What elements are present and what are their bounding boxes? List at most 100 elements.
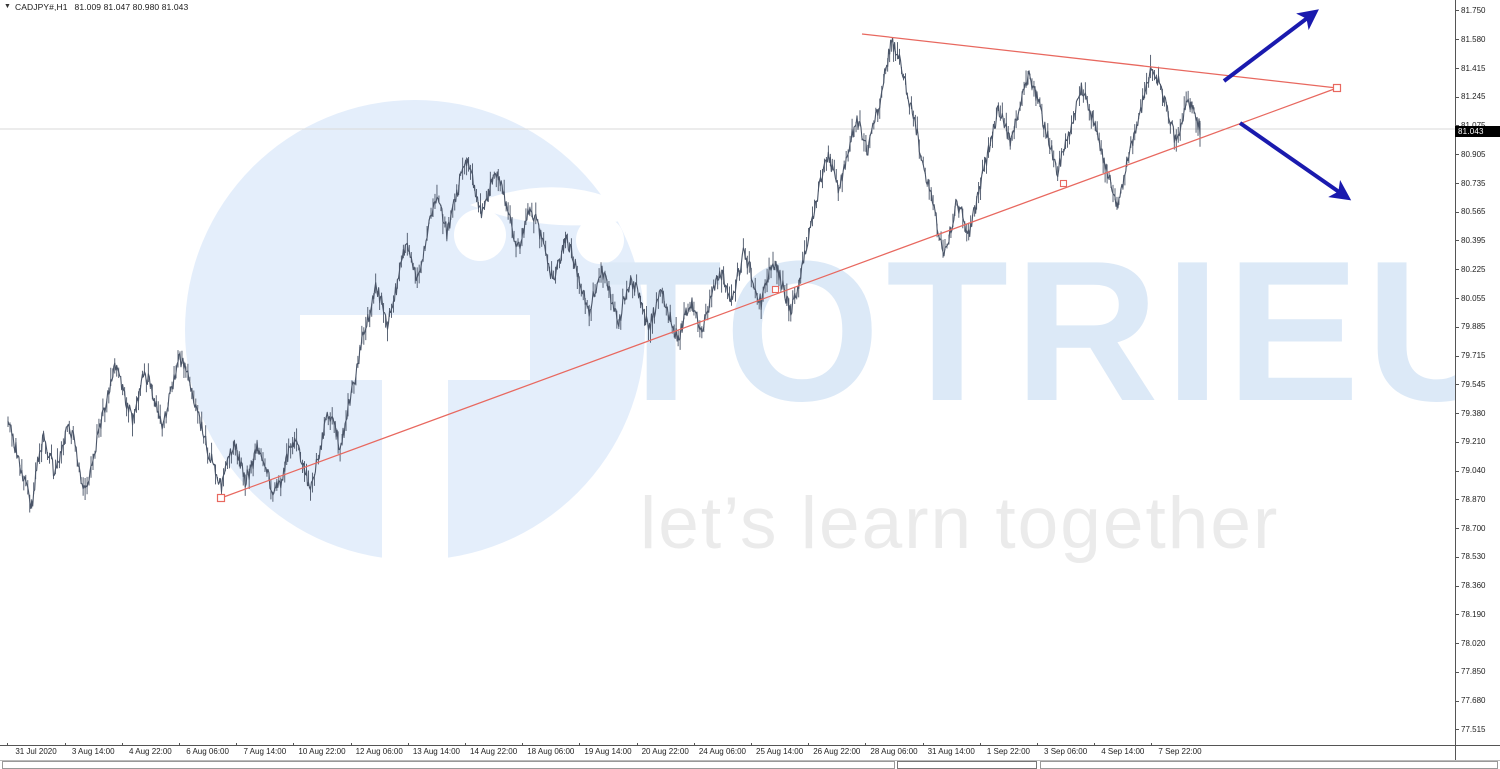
price-axis-tick-label: 80.565 (1461, 207, 1486, 217)
tick-mark (1456, 240, 1459, 242)
trendline-anchor-handle[interactable] (1059, 179, 1068, 188)
tick-mark (1456, 528, 1459, 530)
trendline-anchor-handle[interactable] (1332, 83, 1342, 93)
price-axis-tick-label: 78.190 (1461, 609, 1486, 619)
price-axis-tick-label: 78.530 (1461, 552, 1486, 562)
tick-mark (1456, 441, 1459, 443)
time-axis-tick-mark (1037, 743, 1038, 746)
tick-mark (1456, 614, 1459, 616)
time-axis-tick-mark (293, 743, 295, 746)
price-axis-tick: 79.040 (1456, 467, 1500, 475)
price-axis-tick: 77.680 (1456, 697, 1500, 705)
price-axis[interactable]: 81.75081.58081.41581.24581.07580.90580.7… (1455, 0, 1500, 745)
price-axis-tick-label: 79.380 (1461, 408, 1486, 418)
time-axis-tick-mark (865, 743, 867, 746)
price-axis-tick: 79.380 (1456, 408, 1500, 418)
time-axis-tick-mark (465, 743, 466, 746)
time-axis-tick-label: 24 Aug 06:00 (698, 747, 746, 756)
price-axis-tick: 81.245 (1456, 93, 1500, 101)
time-axis-tick-label: 7 Aug 14:00 (243, 747, 287, 756)
tick-mark (1456, 297, 1459, 299)
trendline-anchor-handle[interactable] (216, 493, 226, 503)
time-axis-tick-label: 12 Aug 06:00 (355, 747, 403, 756)
trendline-anchor-handle[interactable] (771, 285, 780, 294)
scrollbar-segment-left[interactable] (2, 761, 895, 769)
price-axis-tick-label: 78.360 (1461, 581, 1486, 591)
time-axis-tick-label: 25 Aug 14:00 (756, 747, 804, 756)
time-axis-tick-mark (350, 743, 352, 746)
tick-mark (1456, 269, 1459, 271)
time-axis-tick-label: 31 Jul 2020 (15, 747, 57, 756)
price-axis-tick-label: 79.715 (1461, 351, 1486, 361)
price-axis-tick: 80.055 (1456, 293, 1500, 303)
time-axis-tick-mark (1094, 743, 1096, 746)
time-axis-tick-mark (522, 743, 524, 746)
tick-mark (1456, 499, 1459, 501)
scrollbar-thumb[interactable] (897, 761, 1037, 769)
time-axis-tick-mark (121, 743, 123, 746)
time-axis-tick-label: 19 Aug 14:00 (584, 747, 632, 756)
price-axis-tick-label: 79.040 (1461, 466, 1486, 476)
tick-mark (1456, 556, 1459, 558)
price-axis-tick: 77.850 (1456, 668, 1500, 676)
tick-mark (1456, 643, 1459, 645)
time-axis-tick-mark (808, 743, 810, 746)
time-axis-tick-label: 31 Aug 14:00 (927, 747, 975, 756)
time-axis-tick-mark (7, 743, 9, 746)
price-axis-tick: 80.225 (1456, 264, 1500, 274)
price-axis-tick-label: 79.545 (1461, 379, 1486, 389)
time-axis-tick-label: 6 Aug 06:00 (186, 747, 229, 756)
annotation-overlay-layer[interactable] (0, 0, 1455, 745)
price-axis-tick: 79.715 (1456, 352, 1500, 360)
price-axis-tick: 81.750 (1456, 7, 1500, 15)
price-axis-tick-label: 78.870 (1461, 494, 1486, 504)
time-axis-tick-label: 26 Aug 22:00 (813, 747, 861, 756)
bearish-breakout-arrow[interactable] (1238, 121, 1352, 201)
time-axis-tick-label: 4 Aug 22:00 (129, 747, 172, 756)
price-axis-tick-label: 81.245 (1461, 92, 1486, 102)
bullish-breakout-arrow[interactable] (1222, 9, 1319, 83)
price-axis-tick-label: 77.515 (1461, 725, 1486, 734)
price-axis-tick-label: 80.905 (1461, 149, 1486, 159)
price-axis-tick: 78.700 (1456, 523, 1500, 533)
time-axis-tick-label: 7 Sep 22:00 (1158, 747, 1202, 756)
price-axis-tick-label: 79.210 (1461, 437, 1486, 447)
tick-mark (1456, 585, 1459, 587)
current-price-badge: 81.043 (1455, 125, 1500, 137)
time-axis-tick-mark (64, 743, 66, 746)
time-axis-tick-mark (579, 743, 581, 746)
scrollbar-segment-right[interactable] (1040, 761, 1498, 769)
price-axis-tick: 80.565 (1456, 208, 1500, 216)
time-axis-tick-label: 3 Aug 14:00 (71, 747, 115, 756)
tick-mark (1456, 470, 1459, 472)
price-axis-tick: 77.515 (1456, 726, 1500, 734)
time-axis-tick-mark (693, 743, 695, 746)
price-axis-tick-label: 78.700 (1461, 523, 1486, 533)
price-axis-tick: 81.415 (1456, 64, 1500, 73)
caret-down-icon[interactable]: ▼ (4, 3, 12, 10)
time-axis-tick-mark (751, 743, 752, 746)
time-axis-tick-mark (236, 743, 238, 746)
tick-mark (1456, 211, 1459, 213)
tick-mark (1456, 355, 1459, 357)
price-axis-tick-label: 77.680 (1461, 696, 1486, 706)
tick-mark (1456, 384, 1459, 386)
time-axis[interactable]: 31 Jul 2020 3 Aug 14:00 4 Aug 22:00 6 Aug 0… (0, 743, 1455, 760)
chart-plot-area[interactable]: TOTRIEU let’s learn together (0, 0, 1455, 745)
price-axis-tick-label: 80.395 (1461, 236, 1486, 246)
price-axis-tick-label: 78.020 (1461, 638, 1486, 648)
time-axis-tick-label: 18 Aug 06:00 (527, 747, 575, 756)
axis-corner (1455, 745, 1500, 760)
time-axis-tick-mark (1151, 743, 1153, 746)
tick-mark (1456, 67, 1459, 69)
price-axis-tick-label: 79.885 (1461, 322, 1486, 332)
price-axis-tick-label: 80.225 (1461, 264, 1486, 274)
time-axis-tick-mark (922, 743, 924, 746)
descending-resistance-trendline[interactable] (861, 33, 1338, 89)
price-axis-tick: 78.870 (1456, 494, 1500, 504)
time-axis-tick-label: 10 Aug 22:00 (298, 747, 346, 756)
price-axis-tick-label: 80.055 (1461, 293, 1486, 303)
price-axis-tick: 78.020 (1456, 638, 1500, 648)
price-axis-tick: 78.360 (1456, 582, 1500, 590)
horizontal-scrollbar[interactable] (0, 760, 1500, 769)
